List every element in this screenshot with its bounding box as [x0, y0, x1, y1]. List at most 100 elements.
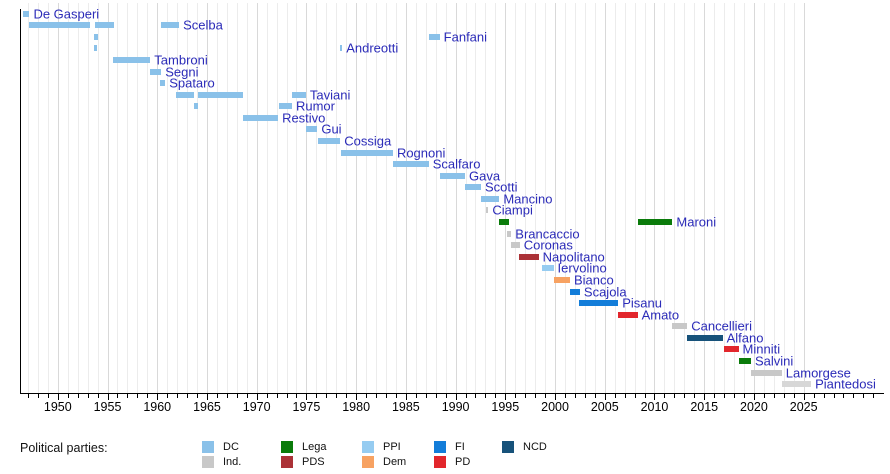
gridline-1986	[415, 3, 417, 393]
gridline-1961	[167, 3, 169, 393]
minister-label-iervolino: Iervolino	[557, 260, 607, 276]
gridline-1966	[216, 3, 218, 393]
gridline-2020	[753, 3, 755, 393]
gridline-2013	[684, 3, 686, 393]
bar-scelba-3	[160, 22, 180, 29]
minister-label-amato: Amato	[641, 307, 680, 323]
legend-swatch-pd	[434, 456, 446, 468]
axis-tick-1989	[445, 394, 447, 398]
gridline-1979	[346, 3, 348, 393]
minister-label-restivo: Restivo	[282, 110, 326, 126]
axis-tick-2016	[714, 394, 716, 398]
axis-tick-1950	[57, 394, 59, 400]
axis-tick-1963	[187, 394, 189, 398]
bar-rumor-2	[278, 103, 292, 110]
axis-tick-2000	[555, 394, 557, 400]
gridline-1978	[336, 3, 338, 393]
axis-tick-1972	[276, 394, 278, 398]
bar-piantedosi	[781, 381, 812, 388]
axis-tick-1969	[246, 394, 248, 398]
year-label-2000: 2000	[541, 400, 569, 414]
bar-maroni-1	[499, 219, 509, 226]
axis-tick-1967	[226, 394, 228, 398]
axis-tick-2017	[724, 394, 726, 398]
gridline-1970	[256, 3, 258, 393]
y-axis-line	[20, 9, 21, 394]
year-label-1950: 1950	[43, 400, 72, 414]
minister-label-de-gasperi: De Gasperi	[33, 6, 100, 22]
gridline-1985	[405, 3, 407, 393]
bar-restivo	[243, 114, 279, 121]
gridline-2015	[704, 3, 706, 393]
axis-tick-2001	[564, 394, 566, 398]
bar-taviani-3	[291, 91, 306, 98]
bar-maroni-2	[637, 219, 673, 226]
axis-tick-1999	[545, 394, 547, 398]
gridline-2023	[783, 3, 785, 393]
axis-tick-1994	[495, 394, 497, 398]
axis-tick-1977	[326, 394, 328, 398]
minister-label-rognoni: Rognoni	[396, 145, 446, 161]
gridline-2007	[624, 3, 626, 393]
minister-label-scalfaro: Scalfaro	[432, 156, 481, 172]
gridline-1980	[356, 3, 358, 393]
axis-tick-1964	[197, 394, 199, 398]
year-label-1985: 1985	[391, 400, 420, 414]
minister-label-ciampi: Ciampi	[492, 202, 533, 218]
legend-label-fi: FI	[455, 441, 465, 453]
gridline-1952	[77, 3, 79, 393]
minister-label-lamorgese: Lamorgese	[785, 365, 851, 381]
axis-tick-1982	[376, 394, 378, 398]
bar-andreotti-2	[339, 45, 343, 52]
bar-lamorgese	[750, 369, 782, 376]
legend-swatch-ind	[202, 456, 214, 468]
gridline-1957	[127, 3, 129, 393]
year-label-1960: 1960	[143, 400, 172, 414]
gridline-1953	[87, 3, 89, 393]
gridline-1997	[525, 3, 527, 393]
gridline-2018	[734, 3, 736, 393]
gridline-2002	[574, 3, 576, 393]
axis-tick-2010	[654, 394, 656, 400]
legend-swatch-ppi	[362, 441, 374, 453]
gridline-1962	[177, 3, 179, 393]
bar-scelba-1	[29, 22, 90, 29]
axis-tick-1991	[465, 394, 467, 398]
gridline-1975	[306, 3, 308, 393]
axis-tick-1961	[167, 394, 169, 398]
axis-tick-1947	[27, 394, 29, 398]
gridline-1973	[286, 3, 288, 393]
gridline-1959	[147, 3, 149, 393]
axis-tick-1990	[455, 394, 457, 400]
axis-tick-2026	[813, 394, 815, 398]
axis-tick-2027	[823, 394, 825, 398]
gridline-1988	[435, 3, 437, 393]
minister-label-rumor: Rumor	[295, 98, 335, 114]
bar-alfano	[686, 334, 723, 341]
axis-tick-1948	[37, 394, 39, 398]
year-label-2005: 2005	[590, 400, 619, 414]
bar-ciampi	[485, 207, 489, 214]
gridline-1977	[326, 3, 328, 393]
axis-tick-1979	[346, 394, 348, 398]
bar-minniti	[723, 346, 739, 353]
gridline-1964	[197, 3, 199, 393]
axis-tick-1995	[505, 394, 507, 400]
axis-tick-1955	[107, 394, 109, 400]
gridline-1967	[226, 3, 228, 393]
legend-swatch-dc	[202, 441, 214, 453]
legend-swatch-pds	[281, 456, 293, 468]
gridline-2024	[793, 3, 795, 393]
bar-spataro	[160, 80, 166, 87]
minister-label-salvini: Salvini	[754, 353, 794, 369]
gridline-1971	[266, 3, 268, 393]
gridline-2004	[594, 3, 596, 393]
bar-pisanu	[578, 300, 619, 307]
gridline-2000	[555, 3, 557, 393]
axis-tick-2004	[594, 394, 596, 398]
gridline-1969	[246, 3, 248, 393]
minister-label-piantedosi: Piantedosi	[815, 376, 876, 392]
bar-mancino	[480, 195, 500, 202]
legend-label-dem: Dem	[383, 456, 407, 468]
